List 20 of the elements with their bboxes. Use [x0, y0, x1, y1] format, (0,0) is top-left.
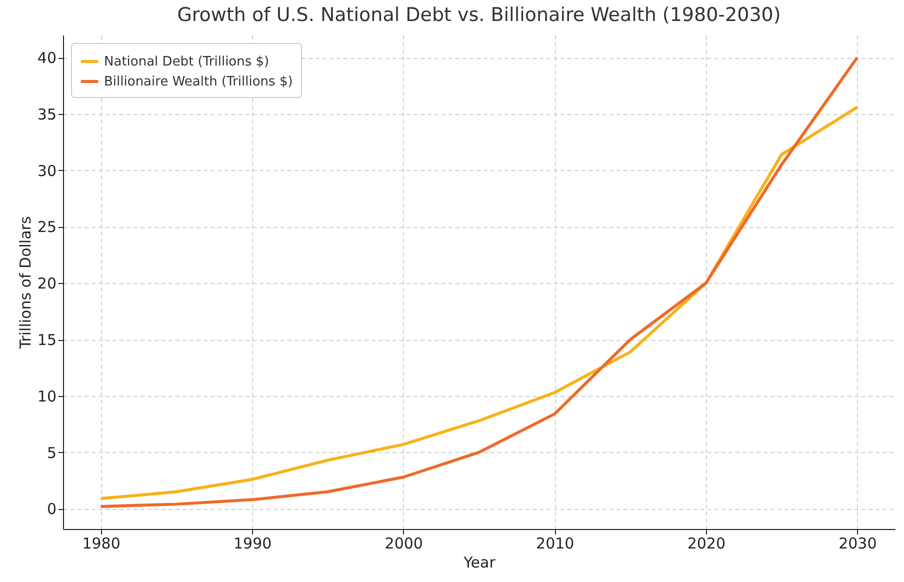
y-tick-label: 25	[37, 218, 56, 236]
y-tick-label: 0	[46, 500, 56, 518]
x-tick-label: 1990	[233, 534, 272, 552]
y-tick-label: 10	[37, 387, 56, 406]
y-tick-label: 35	[37, 105, 56, 124]
y-tick-label: 15	[37, 331, 56, 350]
x-tick-label: 2000	[384, 534, 423, 552]
legend-label: Billionaire Wealth (Trillions $)	[104, 74, 293, 90]
y-axis-title: Trillions of Dollars	[16, 216, 34, 350]
x-tick-label: 2030	[838, 534, 877, 552]
y-tick-label: 40	[37, 49, 56, 68]
y-tick-label: 30	[37, 162, 56, 180]
x-tick-label: 2020	[687, 534, 726, 552]
x-tick-label: 2010	[536, 534, 574, 552]
x-tick-label: 1980	[82, 534, 120, 552]
y-tick-label: 5	[46, 444, 56, 462]
x-axis-title: Year	[462, 554, 496, 572]
chart-title: Growth of U.S. National Debt vs. Billionaire Wealth (1980-2030)	[177, 4, 781, 26]
legend-label: National Debt (Trillions $)	[104, 54, 270, 70]
y-tick-label: 20	[37, 274, 56, 293]
